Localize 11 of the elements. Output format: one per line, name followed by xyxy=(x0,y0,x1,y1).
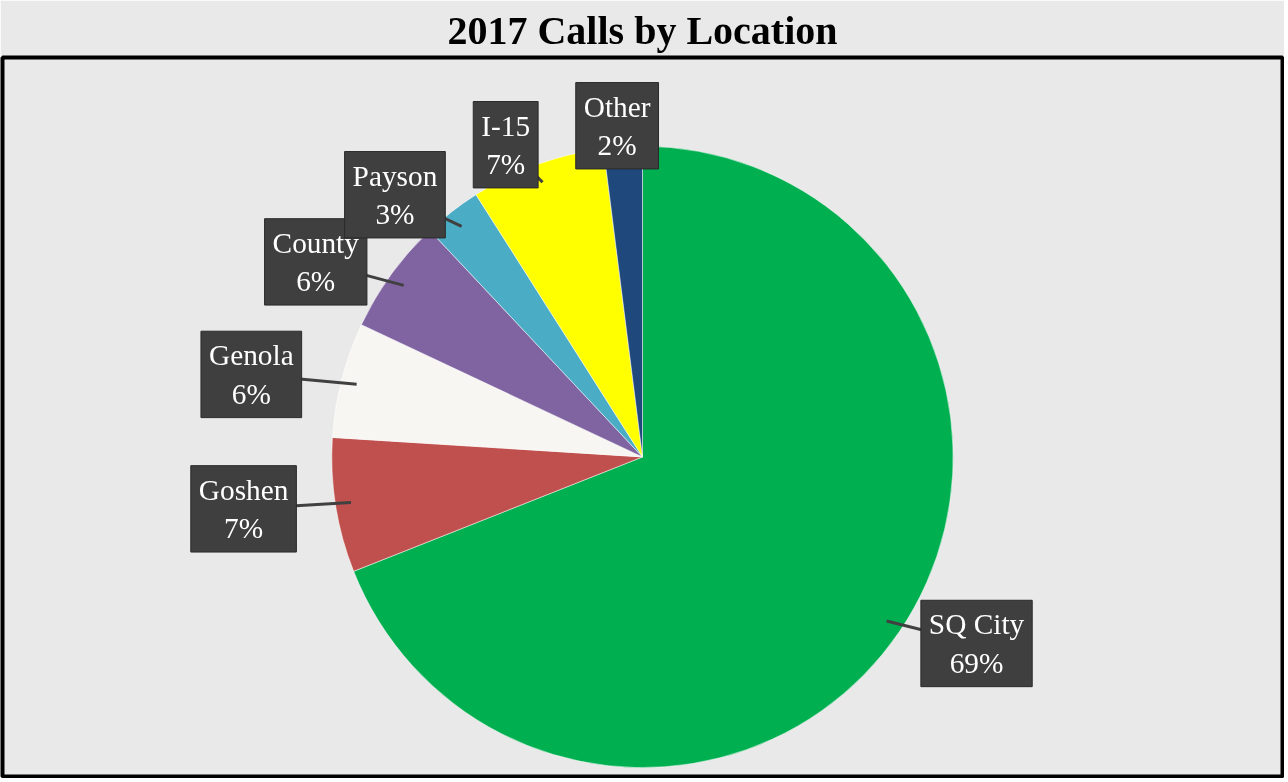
slice-label: Goshen xyxy=(198,473,289,506)
slice-label: Genola xyxy=(208,339,294,372)
data-label: 6% xyxy=(231,377,271,410)
data-label: 7% xyxy=(224,512,264,545)
slice-label: Payson xyxy=(352,159,438,192)
slice-label: County xyxy=(272,226,360,259)
slice-label: Other xyxy=(583,90,651,123)
slice-label: I-15 xyxy=(481,109,531,142)
data-label: 69% xyxy=(949,646,1004,679)
chart-title: 2017 Calls by Location xyxy=(447,7,838,53)
data-label: 2% xyxy=(597,128,637,161)
